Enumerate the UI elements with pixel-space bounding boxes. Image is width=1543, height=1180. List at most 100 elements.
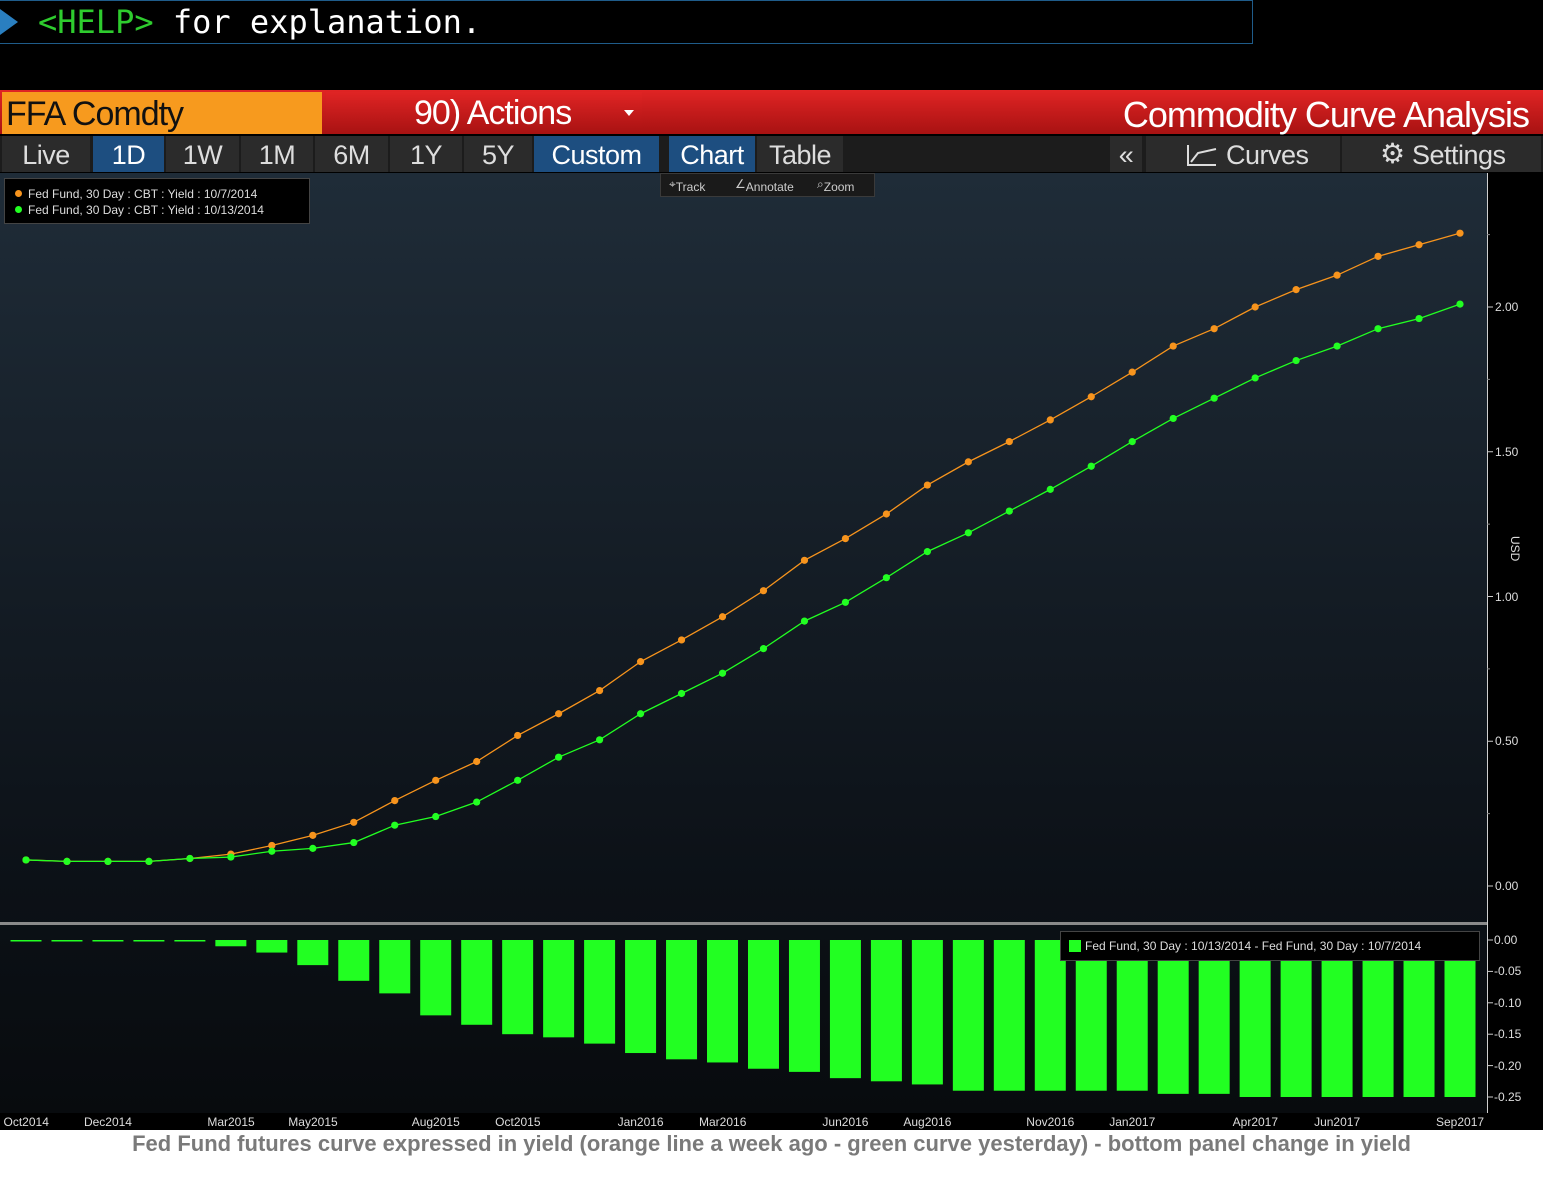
- legend-item-orange: Fed Fund, 30 Day : CBT : Yield : 10/7/20…: [15, 187, 257, 201]
- data-point: [1333, 342, 1341, 350]
- y-axis: [1487, 173, 1543, 1115]
- data-point: [1374, 325, 1382, 333]
- data-point: [309, 844, 317, 852]
- bar-y-tick-label: -0.15: [1494, 1027, 1522, 1042]
- data-point: [1292, 356, 1300, 365]
- data-point: [718, 669, 727, 677]
- data-point: [1005, 507, 1013, 515]
- actions-menu[interactable]: 90) Actions: [326, 92, 642, 134]
- data-point: [596, 736, 604, 744]
- bar: [666, 940, 698, 1060]
- data-point: [1128, 368, 1136, 376]
- annotate-tool[interactable]: ∠ Annotate: [735, 177, 794, 194]
- tab-custom[interactable]: Custom: [534, 136, 659, 172]
- data-point: [1415, 314, 1423, 323]
- bar: [1075, 940, 1107, 1091]
- bar: [1321, 940, 1353, 1097]
- collapse-button[interactable]: «: [1110, 136, 1142, 172]
- data-point: [1046, 485, 1054, 493]
- data-point: [63, 857, 71, 865]
- actions-label: 90) Actions: [414, 94, 572, 132]
- data-point: [923, 481, 931, 489]
- zoom-tool[interactable]: ⌕ Zoom: [817, 177, 855, 194]
- data-point: [514, 731, 522, 740]
- x-tick-label: Jan2016: [617, 1115, 664, 1129]
- data-point: [964, 529, 972, 537]
- bar-y-tick-label: 0.00: [1494, 933, 1518, 947]
- tab-5y[interactable]: 5Y: [464, 136, 532, 172]
- bar: [133, 940, 165, 942]
- x-tick-label: Nov2016: [1026, 1115, 1075, 1129]
- bar: [256, 940, 288, 953]
- bar: [10, 940, 42, 942]
- y-tick-label: 1.00: [1495, 589, 1519, 604]
- tab-table[interactable]: Table: [757, 136, 843, 172]
- y-tick-label: 2.00: [1495, 300, 1519, 314]
- help-key[interactable]: <HELP>: [38, 3, 154, 41]
- bar: [543, 940, 575, 1038]
- data-point: [1087, 393, 1095, 401]
- data-point: [759, 587, 768, 595]
- bar: [1198, 940, 1230, 1094]
- bar-y-tick-label: -0.10: [1494, 995, 1522, 1010]
- bar: [379, 940, 411, 994]
- data-point: [882, 574, 891, 582]
- bar: [297, 940, 329, 966]
- data-point: [1169, 414, 1177, 423]
- data-point: [391, 821, 399, 829]
- y-axis-unit: USD: [1508, 536, 1522, 562]
- bar: [707, 940, 739, 1063]
- x-tick-label: Jan2017: [1109, 1115, 1156, 1129]
- bar-legend: Fed Fund, 30 Day : 10/13/2014 - Fed Fund…: [1060, 931, 1480, 961]
- green-dot-icon: [15, 206, 22, 213]
- data-point: [227, 853, 235, 861]
- data-point: [1087, 462, 1095, 470]
- security-ticker[interactable]: FFA Comdty: [2, 92, 322, 134]
- green-square-icon: [1069, 940, 1081, 952]
- settings-button[interactable]: ⚙ Settings: [1342, 136, 1541, 172]
- data-point: [636, 710, 645, 718]
- data-point: [1456, 229, 1464, 237]
- bar: [870, 940, 902, 1082]
- data-point: [841, 598, 850, 606]
- data-point: [268, 841, 276, 850]
- bar: [215, 940, 247, 947]
- data-point: [882, 510, 891, 518]
- tab-6m[interactable]: 6M: [315, 136, 388, 172]
- orange-dot-icon: [15, 190, 22, 197]
- series-line-0: [25, 232, 1461, 863]
- bar: [420, 940, 452, 1016]
- data-point: [391, 796, 399, 805]
- gear-icon: ⚙: [1380, 138, 1405, 169]
- figure-caption: Fed Fund futures curve expressed in yiel…: [0, 1130, 1543, 1180]
- data-point: [1046, 416, 1054, 424]
- tab-1y[interactable]: 1Y: [390, 136, 462, 172]
- tab-1d[interactable]: 1D: [93, 136, 164, 172]
- command-line[interactable]: <HELP> for explanation.: [0, 0, 1253, 44]
- bar: [829, 940, 861, 1079]
- bar: [502, 940, 534, 1035]
- curves-button[interactable]: Curves: [1146, 136, 1340, 172]
- data-point: [350, 818, 358, 826]
- y-tick-label: 0.00: [1495, 879, 1519, 893]
- bar: [788, 940, 820, 1072]
- bar: [338, 940, 370, 981]
- track-tool[interactable]: ⌖ Track: [669, 177, 706, 194]
- data-point: [1374, 252, 1382, 260]
- tab-1m[interactable]: 1M: [241, 136, 313, 172]
- x-tick-label: Aug2016: [903, 1115, 952, 1129]
- tab-1w[interactable]: 1W: [166, 136, 239, 172]
- data-point: [596, 686, 604, 695]
- data-point: [1005, 438, 1013, 446]
- x-tick-label: May2015: [288, 1115, 338, 1129]
- tab-chart[interactable]: Chart: [669, 136, 755, 172]
- data-point: [1251, 374, 1259, 382]
- bar: [1362, 940, 1394, 1097]
- x-tick-label: Mar2015: [207, 1115, 255, 1129]
- x-tick-label: Dec2014: [83, 1115, 132, 1129]
- bar: [1034, 940, 1066, 1091]
- tab-live[interactable]: Live: [2, 136, 90, 172]
- bar-legend-label: Fed Fund, 30 Day : 10/13/2014 - Fed Fund…: [1085, 939, 1422, 953]
- data-point: [800, 556, 809, 564]
